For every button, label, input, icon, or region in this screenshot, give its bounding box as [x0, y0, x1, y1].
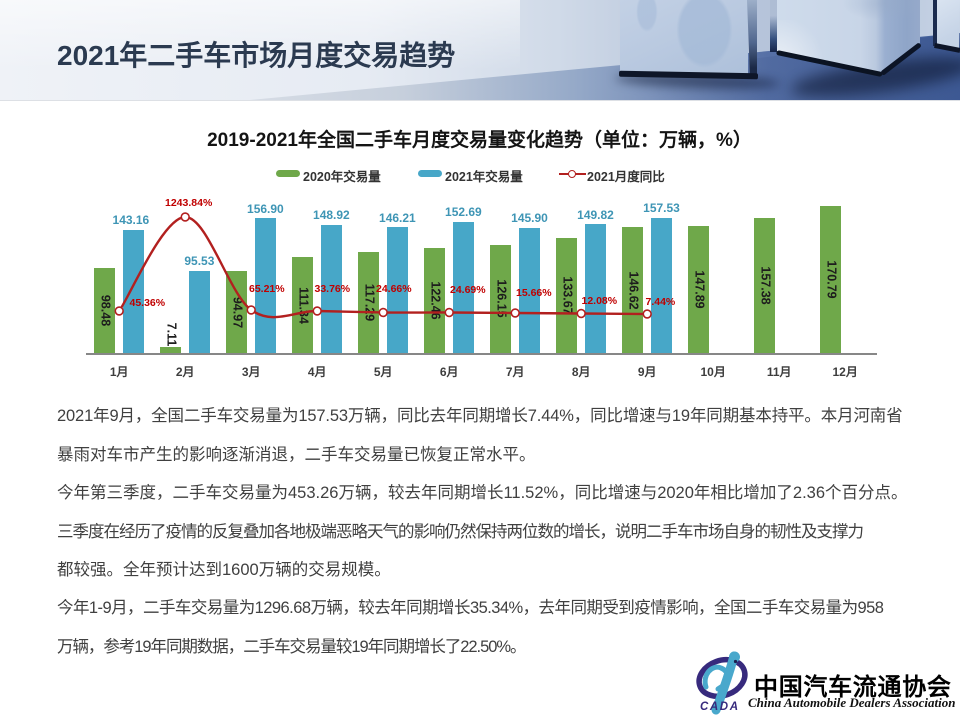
svg-text:CADA: CADA [700, 701, 740, 713]
